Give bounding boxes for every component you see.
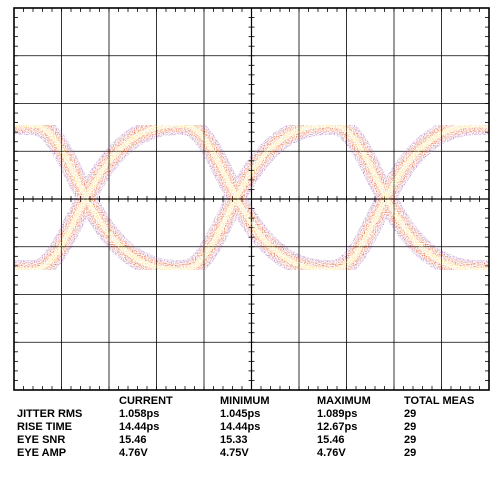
eye-traces [14, 115, 489, 280]
screen-border [13, 7, 490, 391]
trace-core-band [14, 122, 489, 273]
